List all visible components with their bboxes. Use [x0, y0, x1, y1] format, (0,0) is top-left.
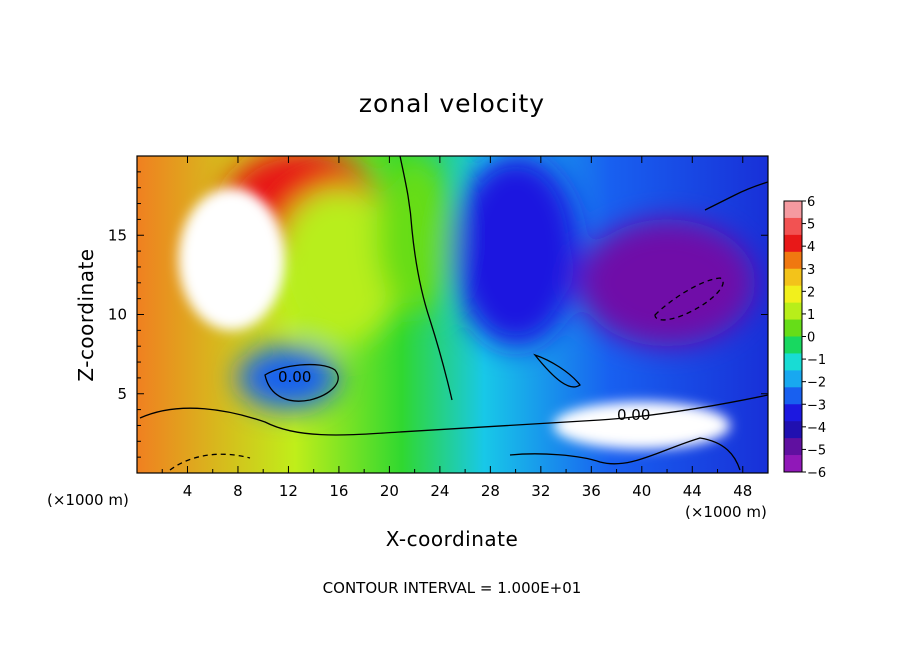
colorbar-swatch — [784, 455, 802, 473]
heatmap-field — [137, 156, 768, 473]
y-tick-label: 15 — [108, 226, 127, 244]
colorbar-swatch — [784, 201, 802, 219]
chart-title: zonal velocity — [359, 89, 545, 118]
x-unit-label-right: (×1000 m) — [685, 503, 767, 521]
x-tick-label: 36 — [582, 482, 601, 500]
colorbar-swatch — [784, 251, 802, 270]
colorbar-tick-label: 2 — [807, 285, 815, 300]
colorbar-tick-label: 4 — [807, 240, 815, 255]
contour-zero-vertical — [399, 156, 453, 401]
x-tick-label: 28 — [481, 482, 500, 500]
colorbar-swatch — [784, 404, 802, 422]
x-tick-label: 16 — [329, 482, 348, 500]
colorbar-tick-label: −4 — [807, 421, 826, 436]
colorbar-swatch — [784, 217, 802, 236]
x-tick-label: 44 — [683, 482, 702, 500]
y-axis-ticks: 5 10 15 — [108, 171, 768, 458]
colorbar-swatch — [784, 387, 802, 405]
contour-zero-lower — [139, 394, 768, 436]
colorbar-tick-label: −6 — [807, 466, 826, 481]
contour-zero-loop-left — [264, 363, 339, 402]
colorbar-tick-label: 6 — [807, 195, 815, 210]
colorbar-swatch — [784, 268, 802, 287]
contour-interval-note: CONTOUR INTERVAL = 1.000E+01 — [323, 579, 582, 597]
heatmap-region-3 — [275, 187, 403, 347]
contour-lines — [139, 156, 768, 471]
colorbar-tick-label: 0 — [807, 331, 815, 346]
contour-dashed-bottom — [169, 453, 251, 471]
contour-top-right — [704, 181, 768, 211]
colorbar-tick-label: 1 — [807, 308, 815, 323]
colorbar-tick-label: −3 — [807, 398, 826, 413]
x-tick-label: 4 — [183, 482, 193, 500]
x-unit-label-left: (×1000 m) — [47, 491, 129, 509]
colorbar-swatch — [784, 353, 802, 371]
colorbar-tick-label: −1 — [807, 353, 826, 368]
x-axis-label: X-coordinate — [386, 527, 519, 551]
heatmap-region-8 — [237, 346, 339, 410]
colorbar-tick-label: −2 — [807, 376, 826, 391]
x-axis-ticks: 4 8 12 16 20 24 28 32 36 40 44 48 — [161, 156, 752, 500]
contour-zero-loop-mid — [533, 353, 581, 388]
colorbar-swatch — [784, 234, 802, 253]
colorbar-swatch — [784, 421, 802, 439]
colorbar: 6 5 4 3 2 1 0 −1 −2 −3 −4 −5 −6 — [783, 195, 826, 481]
x-tick-label: 48 — [733, 482, 752, 500]
contour-bottom-right — [509, 437, 741, 471]
contour-label-right: 0.00 — [617, 406, 650, 424]
heatmap-region-1 — [178, 187, 285, 331]
colorbar-swatch — [784, 285, 802, 304]
colorbar-tick-label: 3 — [807, 263, 815, 278]
heatmap-region-5 — [452, 156, 579, 347]
heatmap-region-6 — [578, 219, 756, 347]
colorbar-swatch — [784, 438, 802, 456]
colorbar-swatch — [784, 302, 802, 321]
y-tick-label: 5 — [117, 385, 127, 403]
colorbar-tick-label: 5 — [807, 218, 815, 233]
x-tick-label: 12 — [279, 482, 298, 500]
colorbar-tick-label: −5 — [807, 443, 826, 458]
x-tick-label: 24 — [430, 482, 449, 500]
contour-label-left: 0.00 — [278, 368, 311, 386]
x-tick-label: 40 — [632, 482, 651, 500]
colorbar-swatch — [784, 370, 802, 388]
x-tick-label: 8 — [233, 482, 243, 500]
heatmap-region-4 — [376, 156, 453, 315]
y-tick-label: 10 — [108, 306, 127, 324]
heatmap-region-7 — [553, 401, 731, 450]
y-axis-label: Z-coordinate — [74, 248, 98, 381]
x-tick-label: 20 — [380, 482, 399, 500]
x-tick-label: 32 — [531, 482, 550, 500]
colorbar-swatch — [784, 336, 802, 354]
colorbar-swatch — [784, 319, 802, 337]
